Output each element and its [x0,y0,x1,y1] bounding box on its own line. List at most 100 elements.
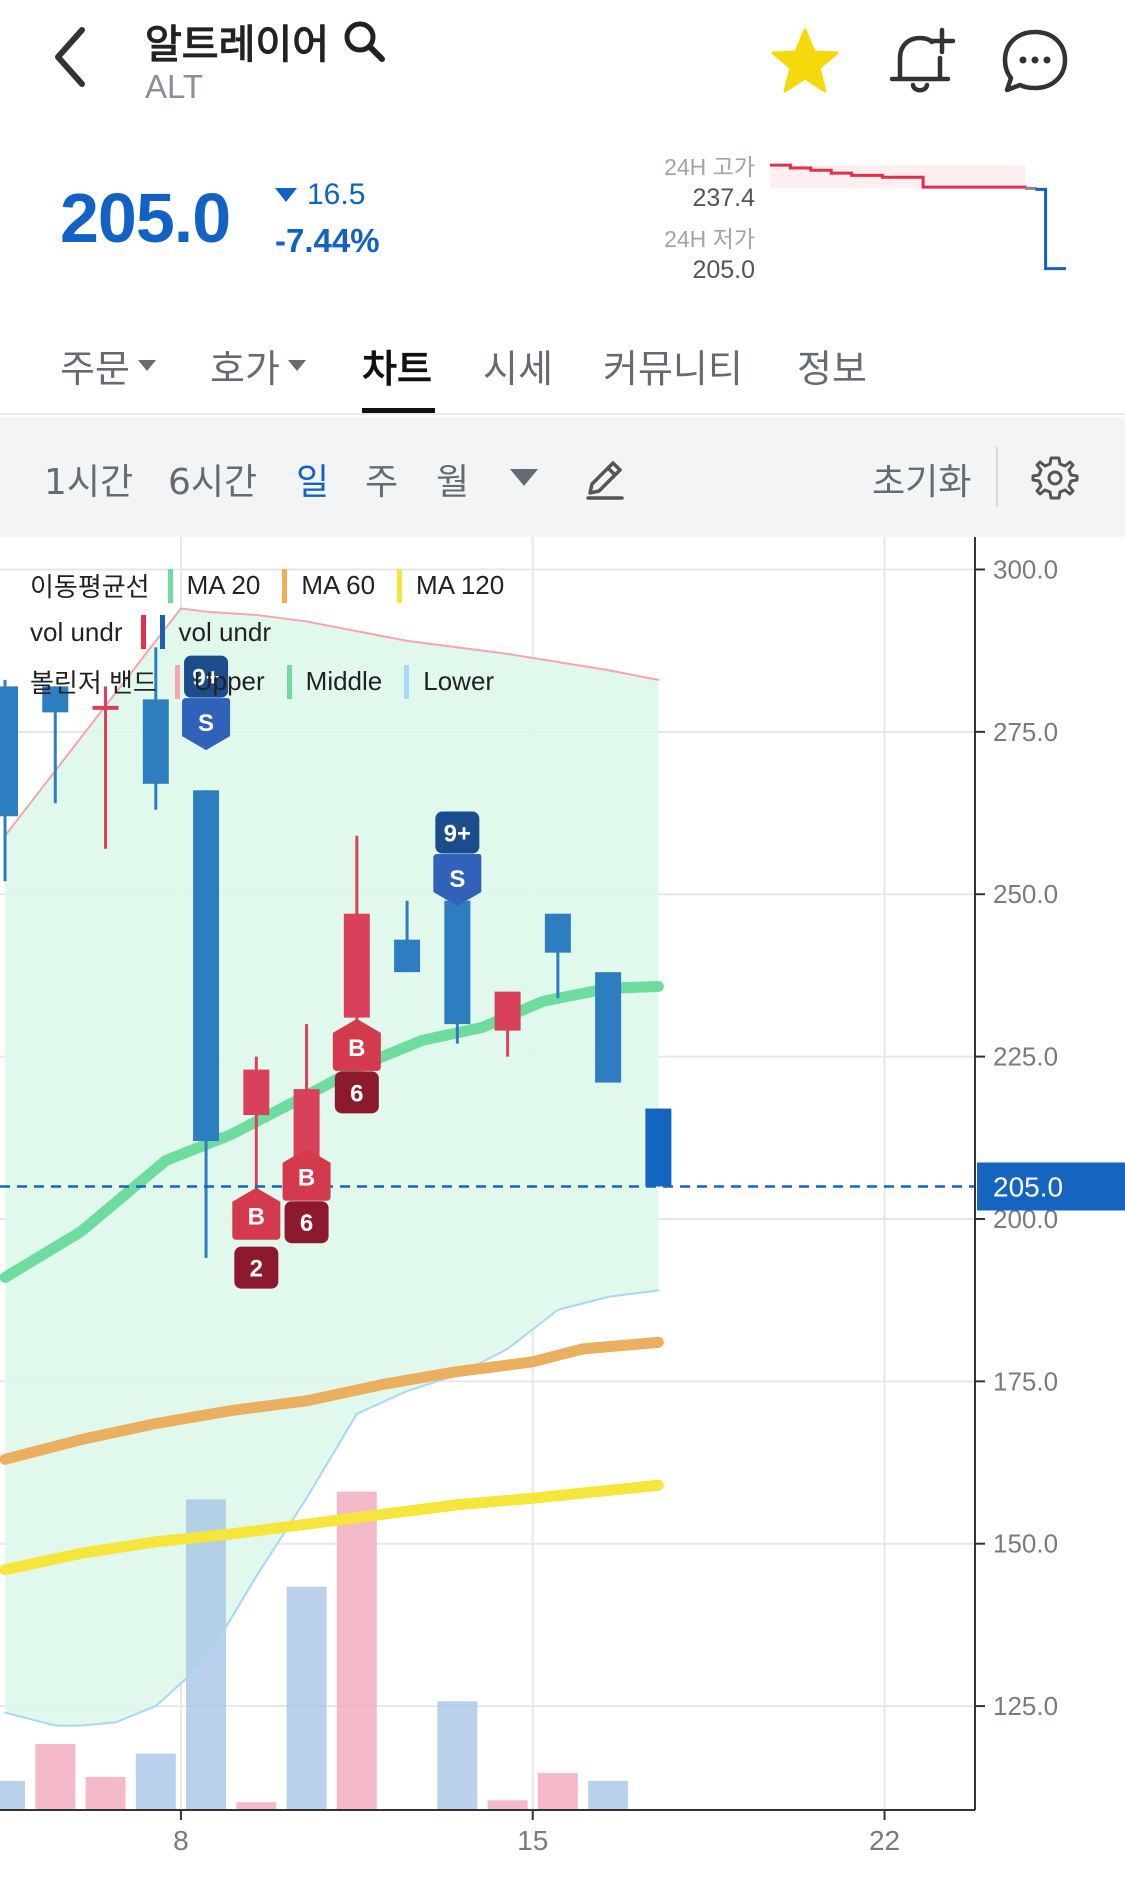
legend-ma20: MA 20 [186,570,261,600]
bollinger-upper-line [4,607,660,837]
candle-body [92,705,119,710]
tab-orderbook[interactable]: 호가 [210,338,306,393]
marker-label: 9+ [192,665,219,692]
y-tick-label: 150.0 [993,1529,1058,1559]
low-label: 24H 저가 [664,226,755,252]
legend-vol-title: vol undr [30,616,123,647]
signal-marker: 6 [334,1071,379,1114]
signal-marker: 6 [284,1201,329,1244]
candle-body [193,790,220,1142]
signal-marker: 9+ [184,655,229,698]
interval-month[interactable]: 월 [436,462,470,503]
pencil-icon[interactable] [580,453,630,503]
main-tabs: 주문 호가 차트 시세 커뮤니티 정보 [0,320,1125,415]
title-group: 알트레이어 [145,12,387,70]
legend-ma: 이동평균선 MA 20 MA 60 MA 120 [30,567,504,604]
legend-bb-lower: Lower [423,666,495,696]
legend-ma-title: 이동평균선 [30,572,150,602]
dropdown-caret-icon[interactable] [510,469,538,486]
tab-info[interactable]: 정보 [797,338,867,393]
volume-bar [286,1586,327,1810]
signal-marker: S [182,698,231,751]
tab-chart[interactable]: 차트 [362,338,432,393]
coin-name[interactable]: 알트레이어 [145,22,329,68]
signal-marker: B [332,1018,381,1071]
candle-body [645,1108,672,1187]
tab-quotes-label: 시세 [483,347,553,391]
count-marker-shape [184,655,229,698]
reset-button[interactable]: 초기화 [872,462,972,503]
marker-label: S [198,710,214,737]
ma60-line [0,1336,664,1465]
down-triangle-icon [275,188,297,202]
coin-symbol: ALT [145,68,204,105]
signal-marker: B [232,1187,281,1240]
legend-bb-title: 볼린저 밴드 [30,668,157,698]
chat-bubble-icon[interactable] [995,22,1075,102]
count-marker-shape [435,811,480,854]
marker-label: B [298,1165,315,1192]
change-absolute-value: 16.5 [307,178,366,211]
tab-info-label: 정보 [797,347,867,391]
sell-marker-shape [182,698,231,751]
legend-vol-label: vol undr [178,616,272,647]
search-icon[interactable] [341,18,387,64]
legend-bollinger: 볼린저 밴드 Upper Middle Lower [30,663,494,700]
marker-label: 9+ [444,821,471,848]
count-marker-shape [234,1246,279,1289]
current-price: 205.0 [60,179,231,257]
interval-day[interactable]: 일 [296,462,330,503]
volume-bar [85,1777,126,1810]
candle-body [544,913,571,953]
bollinger-lower-line [4,1289,660,1727]
legend-swatch-ma120 [397,568,403,603]
back-chevron-icon[interactable] [40,22,100,92]
interval-1h[interactable]: 1시간 [44,462,134,503]
legend-swatch-vol-up [140,615,146,649]
buy-marker-shape [232,1187,281,1240]
volume-bar [487,1800,528,1810]
candle-body [595,972,622,1083]
volume-bar [588,1780,629,1810]
legend-swatch-upper [174,664,180,699]
bell-plus-icon[interactable] [880,22,960,102]
mini-chart-line-low [1035,187,1066,271]
legend-ma60: MA 60 [301,570,376,600]
tab-order[interactable]: 주문 [60,338,156,393]
change-percent: -7.44% [275,222,380,259]
signal-marker: B [282,1148,331,1201]
y-tick-label: 125.0 [993,1691,1058,1721]
marker-label: 6 [300,1210,313,1237]
count-marker-shape [334,1071,379,1114]
interval-6h[interactable]: 6시간 [168,462,258,503]
y-tick-label: 175.0 [993,1366,1058,1396]
candle-body [343,913,370,1018]
ma120-line [0,1479,664,1576]
tab-quotes[interactable]: 시세 [483,338,553,393]
tab-community[interactable]: 커뮤니티 [603,338,743,393]
high-label: 24H 고가 [664,154,755,180]
mini-chart-line-mid [1025,186,1037,190]
tab-orderbook-label: 호가 [210,347,280,391]
star-icon[interactable] [765,22,845,102]
volume-bar [537,1773,578,1810]
legend-bb-upper: Upper [193,666,265,696]
high-low-panel: 24H 고가 237.4 24H 저가 205.0 [640,152,755,286]
buy-marker-shape [332,1018,381,1071]
x-tick-label: 8 [173,1825,189,1856]
gear-icon[interactable] [1030,453,1080,503]
active-tab-indicator [362,408,435,413]
volume-bar [437,1701,478,1810]
y-tick-label: 275.0 [993,717,1058,747]
legend-swatch-ma20 [167,568,173,603]
candlestick-chart[interactable]: 9+S9+SB6B6B2300.0275.0250.0225.0200.0175… [0,537,1125,1891]
change-absolute: 16.5 [275,178,380,212]
y-tick-label: 250.0 [993,879,1058,909]
candle-body [0,686,19,817]
marker-label: B [248,1204,265,1231]
count-marker-shape [284,1201,329,1244]
interval-week[interactable]: 주 [365,462,399,503]
legend-bb-middle: Middle [305,666,383,696]
high-value: 237.4 [692,184,755,212]
candle-body [494,991,521,1031]
